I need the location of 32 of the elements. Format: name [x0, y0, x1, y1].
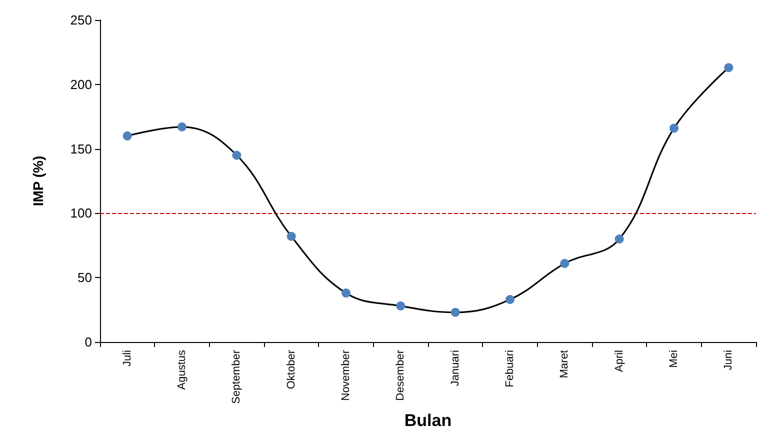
x-tick-label: Juni	[722, 350, 735, 370]
y-axis-title: IMP (%)	[30, 156, 46, 206]
x-tick-label: Juli	[121, 350, 134, 367]
x-tick-label: September	[230, 350, 243, 404]
x-tick-label: Agustus	[176, 350, 188, 390]
x-axis-title: Bulan	[404, 411, 452, 430]
point	[450, 308, 460, 317]
x-tick-label: Januari	[449, 350, 462, 386]
y-tick-label: 200	[70, 76, 92, 92]
point	[614, 234, 624, 244]
y-tick-label: 250	[70, 12, 92, 28]
x-tick-label: Mei	[668, 350, 680, 368]
x-tick-label: Maret	[558, 350, 571, 378]
y-tick-label: 50	[78, 270, 92, 286]
point	[232, 150, 242, 160]
point	[560, 258, 570, 268]
point	[670, 124, 678, 133]
y-tick-label: 150	[70, 141, 92, 156]
y-tick-label: 100	[70, 206, 92, 221]
point	[724, 63, 734, 72]
x-tick-label: Desember	[394, 350, 407, 401]
point	[506, 295, 514, 304]
x-tick-label: November	[340, 350, 352, 401]
x-tick-label: Febuari	[504, 350, 516, 388]
x-tick-label: April	[613, 350, 626, 372]
point	[178, 122, 186, 132]
point	[286, 232, 296, 241]
point	[396, 301, 406, 310]
point	[342, 288, 350, 298]
x-tick-label: Oktober	[285, 350, 298, 390]
y-tick-label: 0	[84, 334, 92, 350]
point	[122, 131, 132, 140]
